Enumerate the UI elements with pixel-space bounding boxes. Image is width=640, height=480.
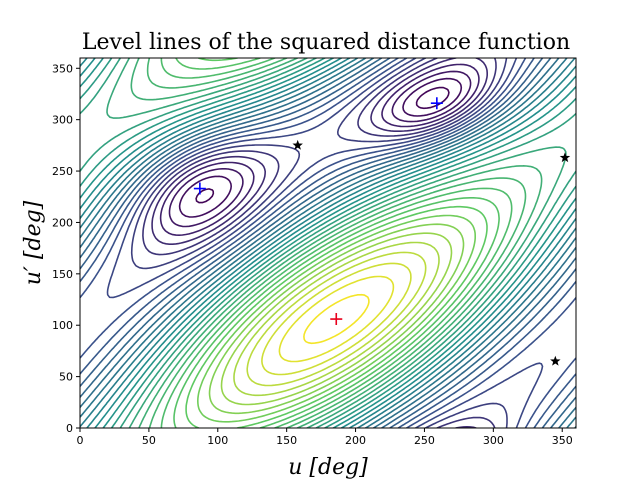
contour-level-23 (80, 58, 576, 428)
contour-level-33 (178, 77, 463, 218)
maximum-marker (193, 182, 206, 195)
contour-level-3 (261, 262, 412, 376)
contour-level-7 (208, 223, 465, 415)
y-tick-label: 250 (52, 165, 73, 178)
y-tick-label: 300 (52, 114, 73, 127)
x-tick-label: 300 (483, 434, 504, 447)
contour-level-32 (168, 70, 472, 228)
x-tick-label: 350 (552, 434, 573, 447)
x-tick-label: 150 (276, 434, 297, 447)
contour-level-15 (80, 58, 576, 428)
x-tick-label: 0 (77, 434, 84, 447)
y-tick-label: 0 (66, 422, 73, 435)
x-axis-label: u [deg] (288, 455, 368, 480)
critical-point-markers (193, 97, 571, 366)
y-axis-ticks: 0 50 100 150 200 250 300 350 (52, 62, 80, 435)
contour-level-13 (130, 58, 543, 428)
contour-level-5 (233, 241, 440, 397)
contour-level-2 (278, 275, 395, 363)
contour-level-9 (185, 58, 488, 428)
contour-level-11 (160, 58, 513, 428)
x-tick-label: 200 (345, 434, 366, 447)
saddle-marker (559, 152, 571, 163)
y-tick-label: 350 (52, 62, 73, 75)
x-tick-label: 50 (142, 434, 156, 447)
contour-level-19 (80, 58, 576, 428)
plot-frame (79, 57, 577, 429)
y-tick-label: 50 (59, 371, 73, 384)
contour-level-8 (197, 214, 476, 423)
contour-level-29 (142, 58, 497, 428)
contour-level-16 (80, 58, 576, 428)
contour-level-18 (80, 58, 576, 428)
chart-title: Level lines of the squared distance func… (82, 30, 570, 55)
contour-level-12 (146, 58, 527, 428)
x-axis-ticks: 0 50 100 150 200 250 300 350 (77, 428, 573, 447)
minimum-marker (330, 313, 343, 326)
contour-level-25 (80, 58, 576, 428)
x-tick-label: 250 (414, 434, 435, 447)
y-axis-label: u′ [deg] (21, 200, 46, 285)
contour-level-1 (303, 293, 370, 345)
saddle-marker (292, 139, 303, 150)
contour-level-10 (173, 58, 500, 428)
contour-level-4 (246, 251, 427, 387)
y-tick-label: 200 (52, 216, 73, 229)
saddle-marker (550, 355, 561, 366)
x-tick-label: 100 (207, 434, 228, 447)
y-tick-label: 100 (52, 319, 73, 332)
contour-level-21 (80, 58, 576, 428)
y-tick-label: 150 (52, 268, 73, 281)
maximum-marker (430, 97, 443, 110)
contour-level-6 (220, 232, 453, 406)
contour-level-31 (159, 63, 480, 236)
contour-level-17 (80, 58, 576, 428)
